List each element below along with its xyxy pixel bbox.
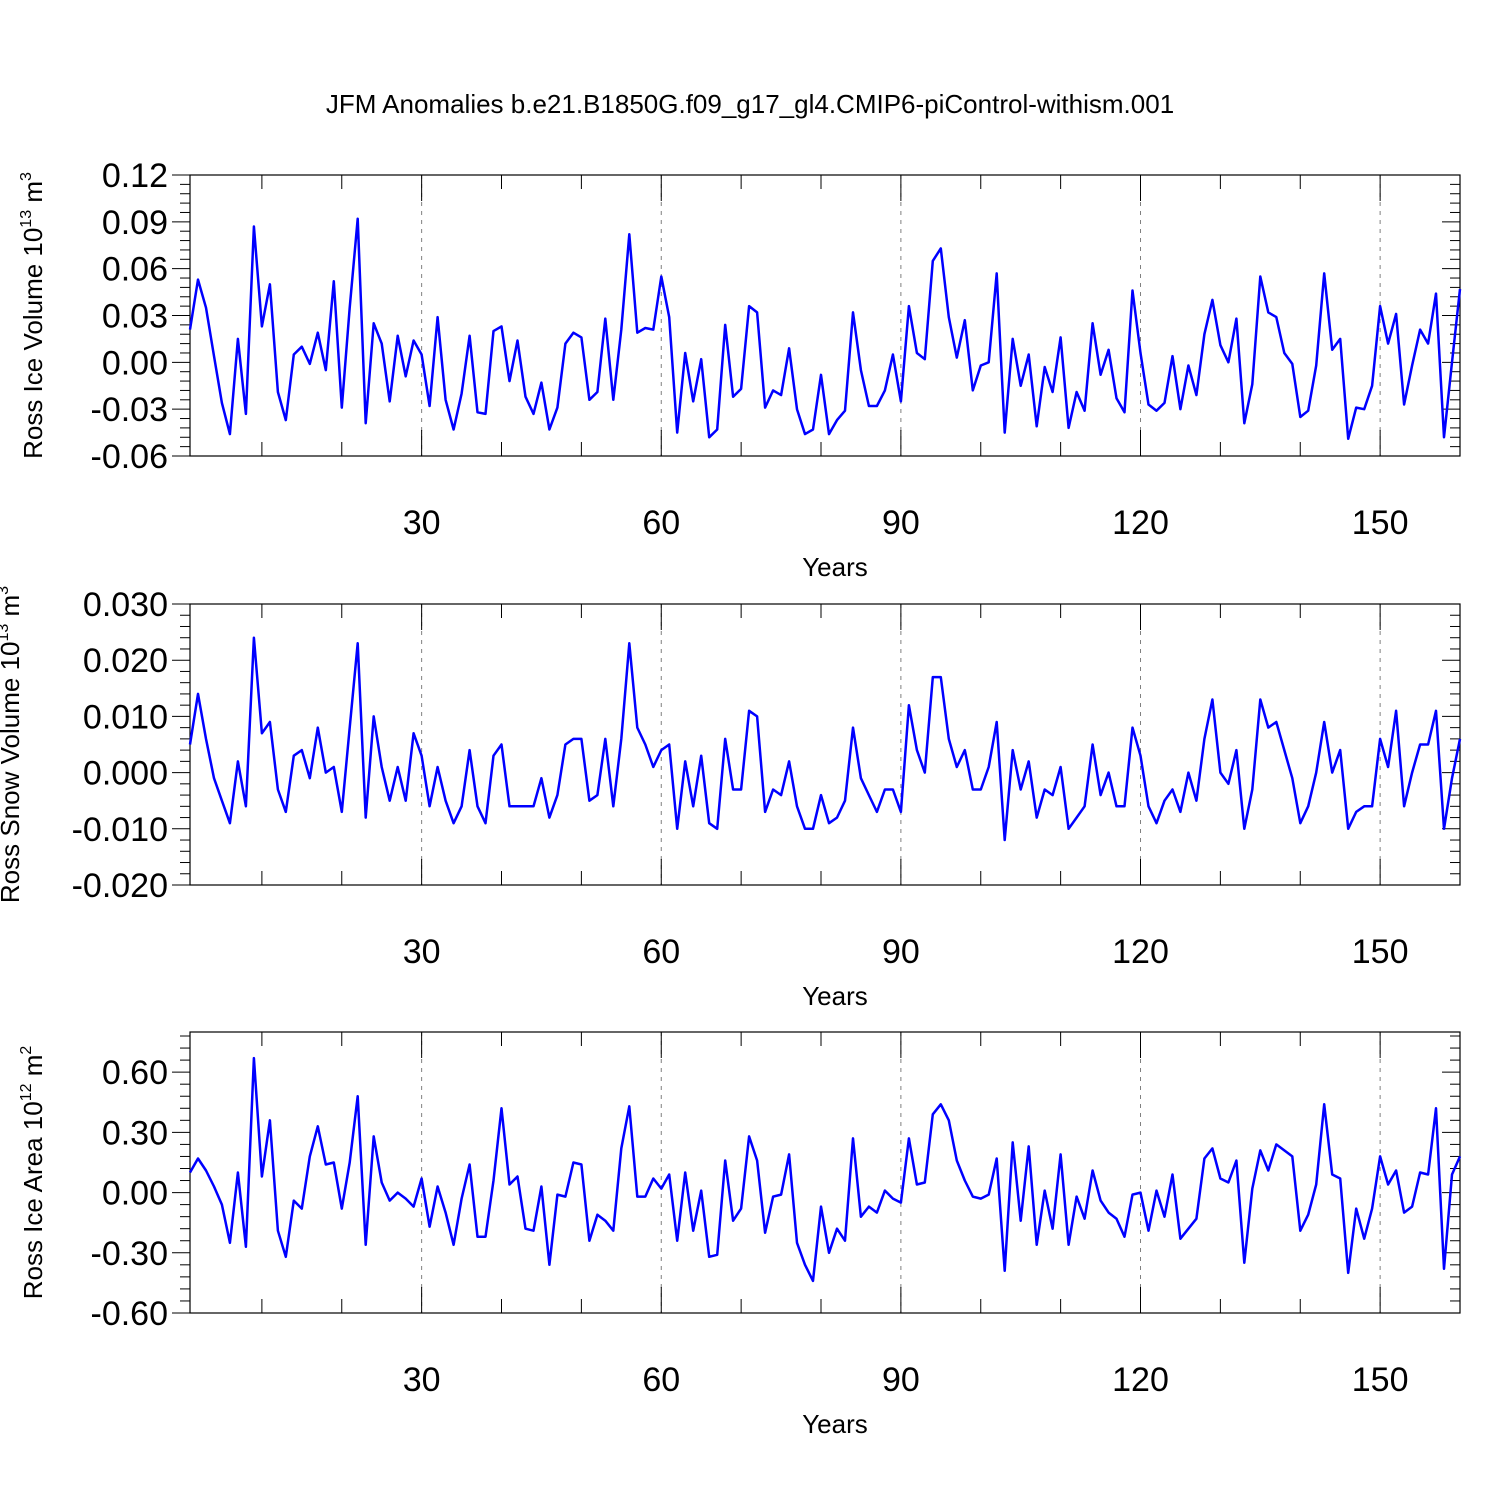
y-tick-label: -0.30: [91, 1235, 169, 1273]
x-tick-label: 150: [1352, 1361, 1409, 1399]
y-tick-label: -0.03: [91, 391, 169, 429]
x-tick-label: 60: [642, 504, 680, 542]
y-tick-label: 0.09: [102, 204, 168, 242]
x-axis-label: Years: [802, 1409, 868, 1439]
x-tick-label: 150: [1352, 933, 1409, 971]
y-tick-label: 0.00: [102, 344, 168, 382]
series-line: [188, 636, 1462, 842]
x-tick-label: 90: [882, 504, 920, 542]
y-tick-label: 0.00: [102, 1175, 168, 1213]
x-axis-label: Years: [802, 552, 868, 582]
x-tick-label: 150: [1352, 504, 1409, 542]
y-tick-label: 0.020: [83, 642, 168, 680]
x-tick-label: 120: [1112, 504, 1169, 542]
series-line: [188, 217, 1462, 441]
y-tick-label: 0.030: [83, 586, 168, 624]
x-tick-label: 90: [882, 933, 920, 971]
y-tick-label: -0.020: [72, 867, 168, 905]
y-tick-label: -0.60: [91, 1295, 169, 1333]
panel-2: -0.020 -0.010 0.000 0.010 0.020 0.030 30 60 90 12…: [0, 586, 1462, 1011]
y-tick-label: 0.60: [102, 1054, 168, 1092]
y-axis-label: Ross Ice Area 1012 m2: [18, 1046, 48, 1300]
y-tick-label: 0.06: [102, 251, 168, 289]
y-tick-label: -0.010: [72, 811, 168, 849]
y-tick-label: 0.010: [83, 698, 168, 736]
x-tick-label: 120: [1112, 933, 1169, 971]
y-axis-label: Ross Ice Volume 1013 m3: [18, 172, 48, 459]
series-line: [188, 1056, 1462, 1283]
plot-frame: [189, 174, 1461, 457]
x-tick-label: 30: [403, 504, 441, 542]
y-tick-label: 0.000: [83, 755, 168, 793]
y-tick-label: 0.03: [102, 298, 168, 336]
x-tick-label: 90: [882, 1361, 920, 1399]
y-axis-label: Ross Snow Volume 1013 m3: [0, 586, 25, 903]
x-tick-label: 120: [1112, 1361, 1169, 1399]
x-tick-label: 60: [642, 933, 680, 971]
x-tick-label: 60: [642, 1361, 680, 1399]
panel-3: -0.60 -0.30 0.00 0.30 0.60 30 60 90 120 150 Years R…: [18, 1031, 1462, 1439]
x-axis-label: Years: [802, 981, 868, 1011]
x-tick-label: 30: [403, 933, 441, 971]
x-tick-label: 30: [403, 1361, 441, 1399]
figure-title: JFM Anomalies b.e21.B1850G.f09_g17_gl4.C…: [326, 89, 1174, 119]
y-tick-label: 0.30: [102, 1114, 168, 1152]
plot-frame: [189, 603, 1461, 886]
y-tick-label: 0.12: [102, 157, 168, 195]
panel-1: -0.06 -0.03 0.00 0.03 0.06 0.09 0.12 30 60 90 120 1…: [18, 157, 1462, 582]
y-tick-label: -0.06: [91, 438, 169, 476]
